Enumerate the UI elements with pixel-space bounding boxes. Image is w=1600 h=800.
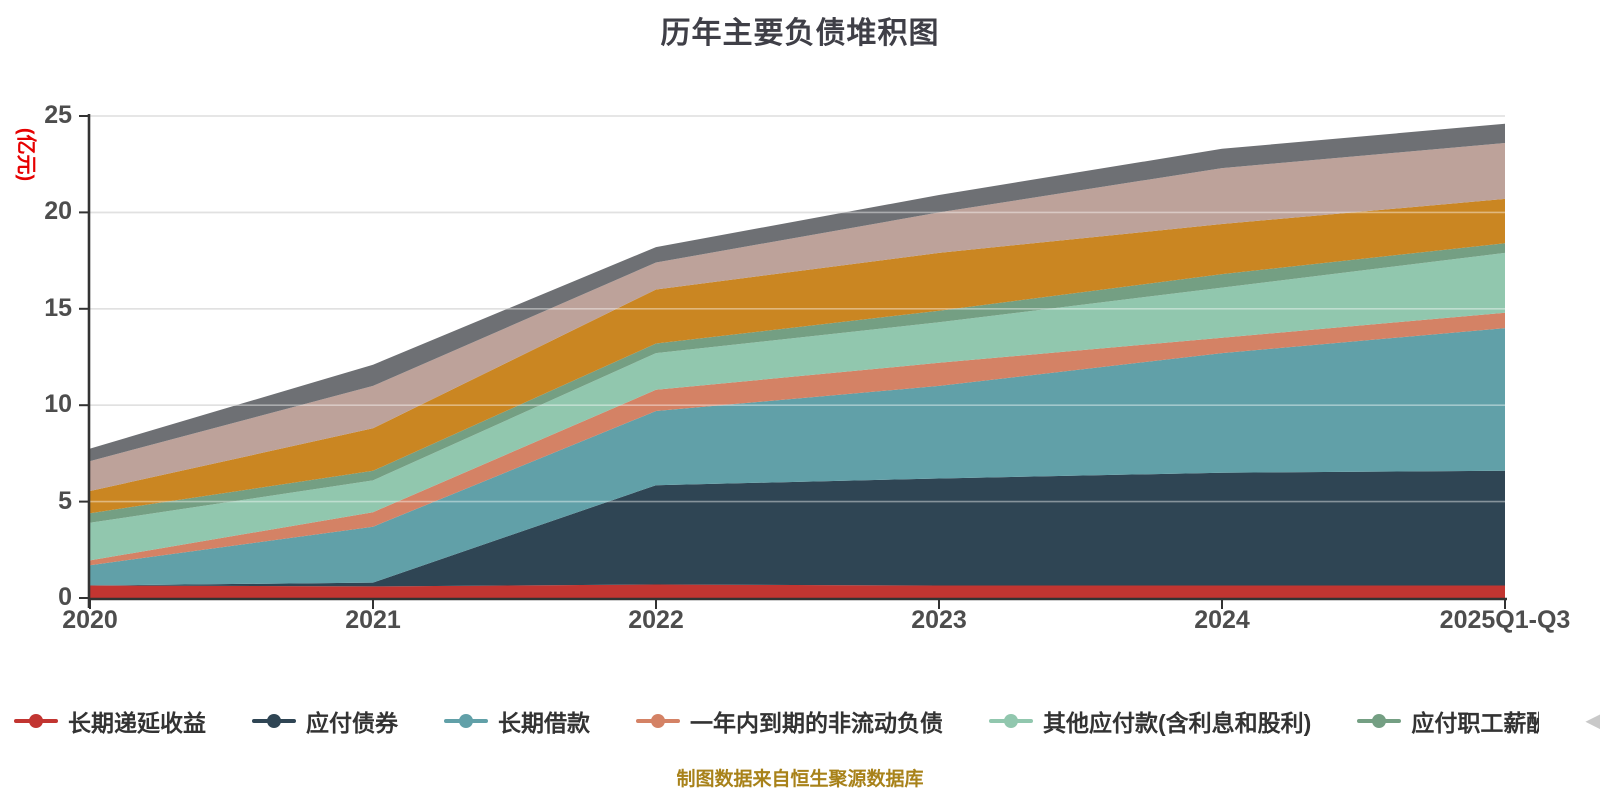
x-axis-tick-label: 2025Q1-Q3 — [1439, 606, 1571, 634]
legend-item-label: 一年内到期的非流动负债 — [690, 710, 943, 736]
y-axis-tick-label: 0 — [58, 583, 72, 611]
area-band-3[interactable] — [90, 328, 1505, 586]
x-axis-tick-label: 2024 — [1194, 606, 1250, 634]
legend-pagination: ◀ 1/2 ▶ — [1585, 707, 1600, 735]
legend-item-label: 应付职工薪酬 — [1411, 710, 1540, 736]
gridlines-over — [90, 115, 1505, 503]
legend-item-2[interactable]: 应付债券 — [252, 704, 398, 738]
legend-item-3[interactable]: 长期借款 — [444, 704, 590, 738]
area-series-group — [90, 123, 1505, 599]
legend-item-6[interactable]: 应付职工薪酬 — [1357, 704, 1539, 738]
plot-area — [79, 114, 1507, 609]
legend-item-label: 其他应付款(含利息和股利) — [1043, 710, 1312, 736]
axes — [79, 114, 1507, 609]
legend: 长期递延收益 应付债券 长期借款 一年内到期的非流动负债 其他应付款(含利息和股利) 应付… — [14, 698, 1600, 744]
legend-line-dot-icon — [14, 713, 58, 729]
legend-line-dot-icon — [444, 713, 488, 729]
area-band-2[interactable] — [90, 470, 1505, 587]
legend-item-label: 长期递延收益 — [68, 710, 206, 736]
y-axis-tick-label: 15 — [44, 293, 72, 322]
x-axis-tick-label: 2020 — [62, 606, 118, 634]
area-band-6[interactable] — [90, 243, 1505, 523]
chart-title: 历年主要负债堆积图 — [660, 17, 940, 50]
legend-line-dot-icon — [636, 713, 680, 729]
area-band-8[interactable] — [90, 143, 1505, 491]
legend-line-dot-icon — [989, 713, 1033, 729]
y-axis-tick-label: 25 — [44, 101, 72, 129]
area-band-4[interactable] — [90, 312, 1505, 566]
legend-line-dot-icon — [252, 713, 296, 729]
legend-item-label: 应付债券 — [306, 710, 398, 736]
legend-item-4[interactable]: 一年内到期的非流动负债 — [636, 704, 943, 738]
legend-item-label: 长期借款 — [498, 710, 590, 736]
legend-prev-page-icon[interactable]: ◀ — [1585, 707, 1600, 734]
legend-item-1[interactable]: 长期递延收益 — [14, 704, 206, 738]
y-axis-tick-label: 20 — [44, 197, 72, 226]
x-axis-tick-label: 2022 — [628, 606, 684, 634]
legend-line-dot-icon — [1357, 713, 1402, 729]
x-axis-tick-label: 2023 — [911, 606, 967, 634]
x-axis-tick-label: 2021 — [345, 606, 401, 634]
area-band-7[interactable] — [90, 198, 1505, 514]
area-band-5[interactable] — [90, 252, 1505, 561]
y-axis-tick-label: 10 — [44, 390, 72, 419]
area-band-1[interactable] — [90, 584, 1505, 599]
legend-item-5[interactable]: 其他应付款(含利息和股利) — [989, 704, 1311, 738]
y-axis-tick-label: 5 — [58, 486, 72, 515]
data-source-note: 制图数据来自恒生聚源数据库 — [676, 769, 924, 790]
